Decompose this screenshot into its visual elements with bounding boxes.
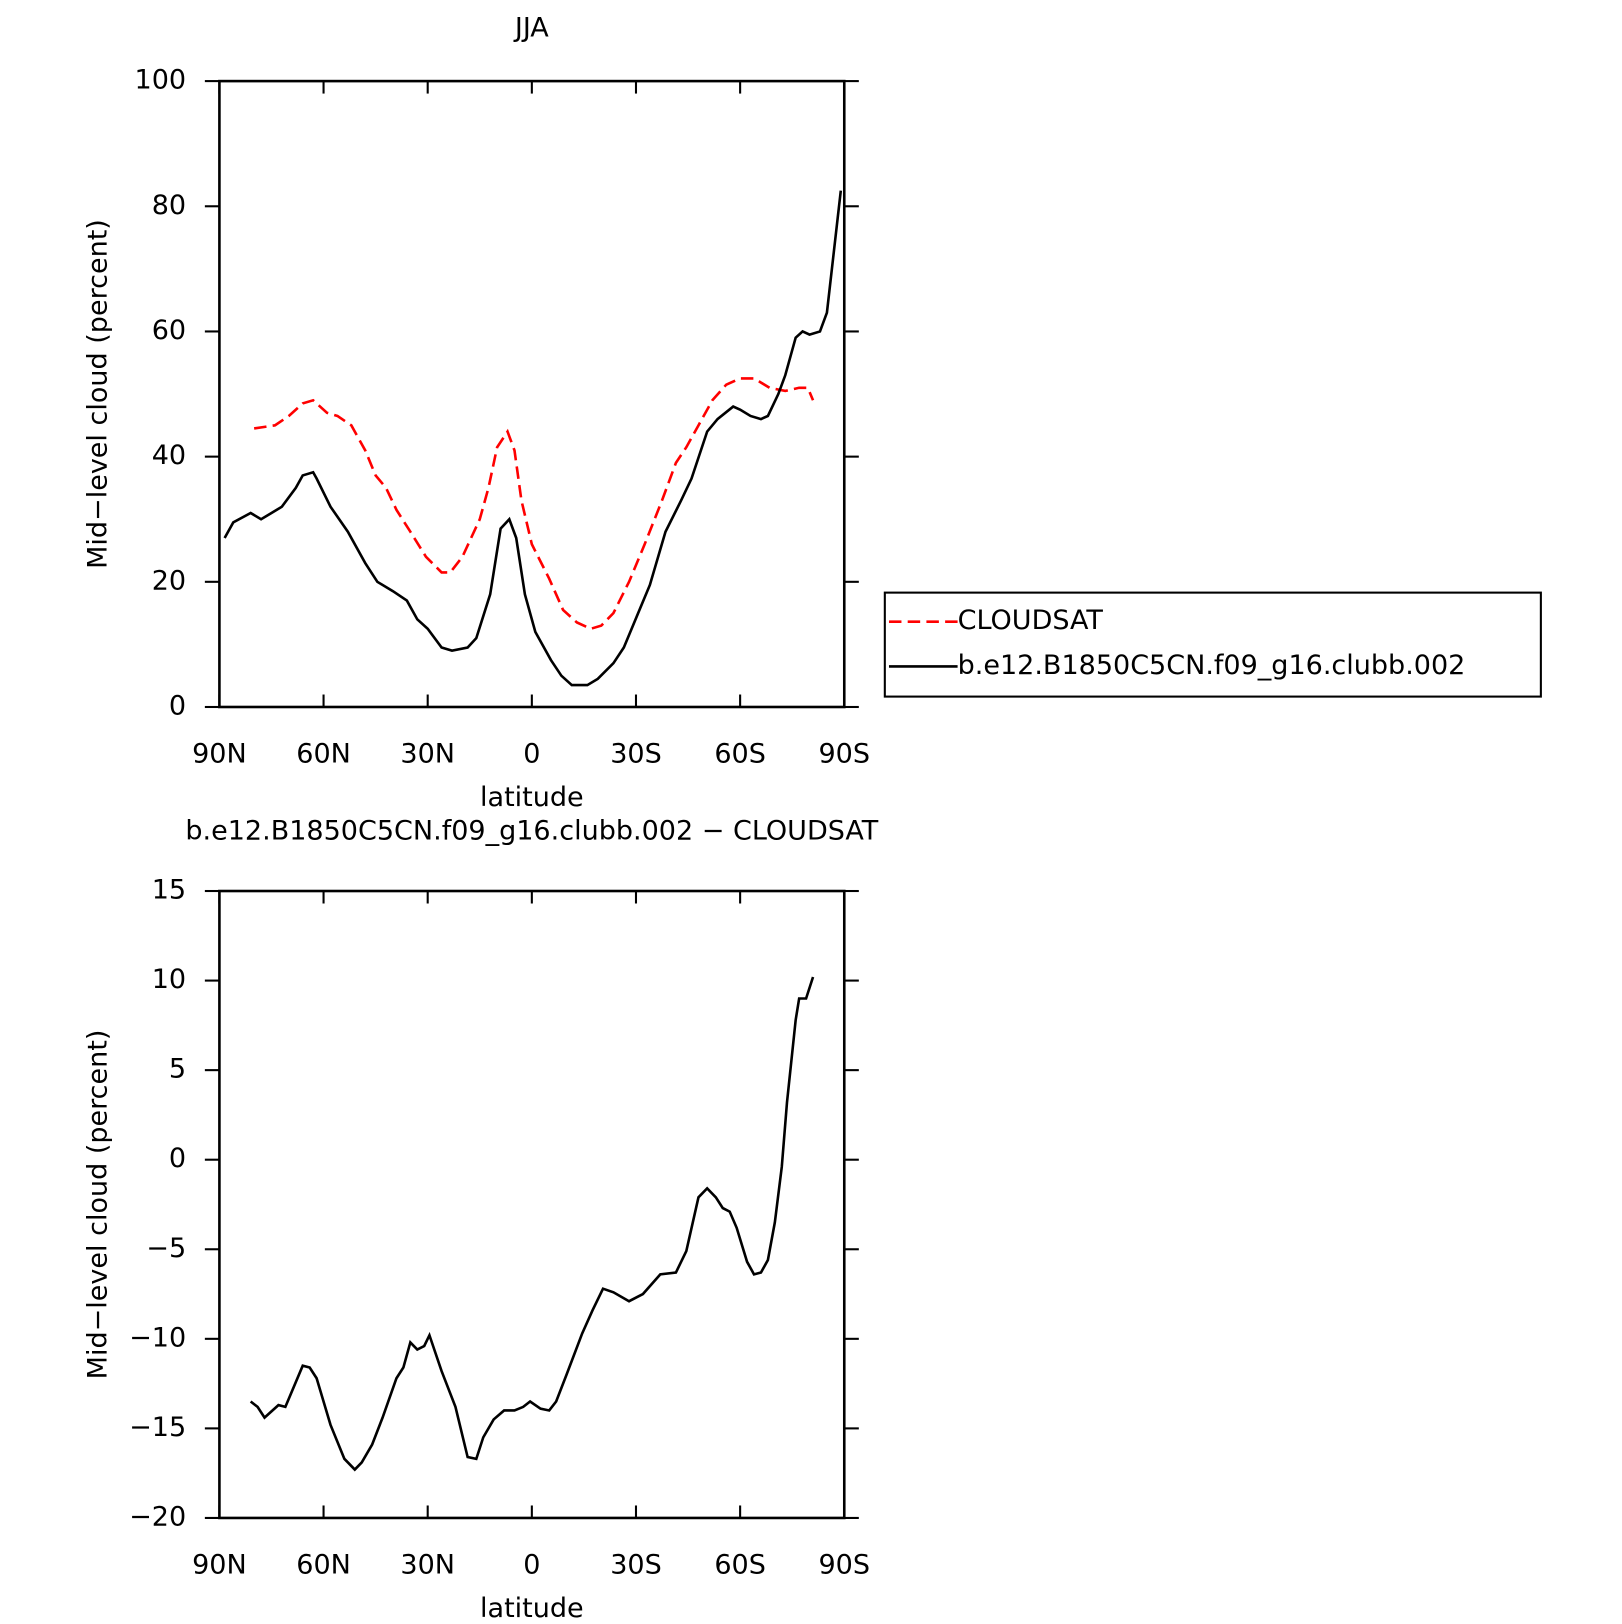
- data-line: [253, 377, 815, 631]
- x-tick-label: 60S: [714, 1549, 766, 1580]
- y-axis-label: Mid−level cloud (percent): [82, 1030, 113, 1380]
- y-tick-label: −5: [146, 1233, 186, 1264]
- chart-title: b.e12.B1850C5CN.f09_g16.clubb.002 − CLOU…: [185, 815, 878, 846]
- x-axis-label: latitude: [480, 782, 584, 813]
- y-tick-label: −20: [129, 1501, 186, 1532]
- y-tick-label: 10: [152, 964, 186, 995]
- x-tick-label: 60N: [296, 1549, 351, 1580]
- x-tick-label: 90N: [192, 1549, 247, 1580]
- y-tick-label: 60: [152, 315, 186, 346]
- y-tick-label: 0: [169, 1143, 186, 1174]
- data-line: [249, 976, 815, 1472]
- plot-frame: [218, 889, 846, 1520]
- x-tick-label: 90N: [192, 738, 247, 769]
- y-tick-label: 20: [152, 565, 186, 596]
- x-tick-label: 30N: [400, 1549, 455, 1580]
- y-tick-label: 100: [135, 65, 187, 96]
- x-tick-label: 60N: [296, 738, 351, 769]
- y-tick-label: 5: [169, 1054, 186, 1085]
- y-tick-label: 80: [152, 190, 186, 221]
- y-tick-label: −15: [129, 1412, 186, 1443]
- y-tick-label: −10: [129, 1322, 186, 1353]
- x-tick-label: 30S: [610, 738, 662, 769]
- x-tick-label: 0: [523, 738, 540, 769]
- x-axis-label: latitude: [480, 1593, 584, 1624]
- legend-box: [883, 591, 1542, 698]
- y-tick-label: 0: [169, 690, 186, 721]
- data-line: [223, 190, 843, 687]
- plot-frame: [218, 79, 846, 709]
- x-tick-label: 60S: [714, 738, 766, 769]
- legend-label: b.e12.B1850C5CN.f09_g16.clubb.002: [958, 650, 1466, 681]
- chart-title: JJA: [513, 13, 549, 44]
- x-tick-label: 30N: [400, 738, 455, 769]
- x-tick-label: 90S: [819, 1549, 871, 1580]
- legend-label: CLOUDSAT: [958, 605, 1104, 636]
- x-tick-label: 90S: [819, 738, 871, 769]
- x-tick-label: 0: [523, 1549, 540, 1580]
- y-tick-label: 40: [152, 440, 186, 471]
- y-tick-label: 15: [152, 875, 186, 906]
- y-axis-label: Mid−level cloud (percent): [82, 219, 113, 569]
- x-tick-label: 30S: [610, 1549, 662, 1580]
